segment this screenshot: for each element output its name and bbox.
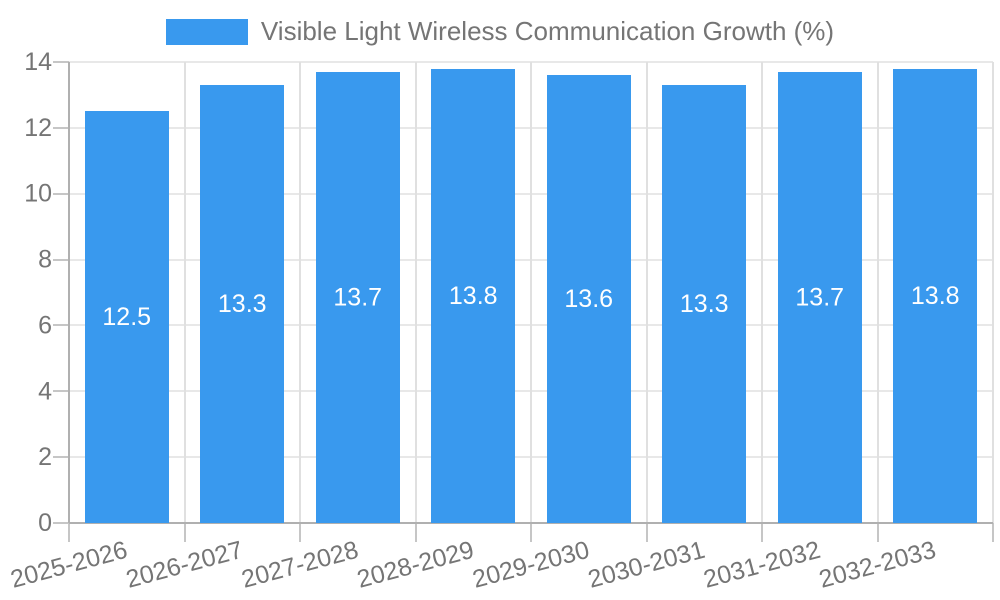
x-gridline xyxy=(530,62,532,523)
bar xyxy=(200,85,284,523)
x-tick xyxy=(530,523,532,542)
x-gridline xyxy=(761,62,763,523)
y-tick-label: 10 xyxy=(24,180,52,208)
x-gridline xyxy=(646,62,648,523)
x-tick xyxy=(68,523,70,542)
bar xyxy=(662,85,746,523)
y-tick-label: 12 xyxy=(24,114,52,142)
x-tick xyxy=(184,523,186,542)
bar xyxy=(547,75,631,523)
y-tick xyxy=(53,127,69,129)
bar xyxy=(893,69,977,523)
bar-value-label: 13.8 xyxy=(911,282,960,310)
bar-value-label: 13.3 xyxy=(218,290,267,318)
y-tick xyxy=(53,456,69,458)
bar xyxy=(316,72,400,523)
y-tick-label: 4 xyxy=(38,377,52,405)
bar xyxy=(778,72,862,523)
x-tick-label: 2028-2029 xyxy=(354,536,477,594)
x-tick xyxy=(299,523,301,542)
bar-value-label: 13.7 xyxy=(333,283,382,311)
x-axis-line xyxy=(69,522,993,524)
bar-value-label: 13.3 xyxy=(680,290,729,318)
y-tick-label: 2 xyxy=(38,443,52,471)
y-tick xyxy=(53,522,69,524)
x-gridline xyxy=(299,62,301,523)
x-gridline xyxy=(415,62,417,523)
y-tick xyxy=(53,324,69,326)
x-tick xyxy=(877,523,879,542)
y-tick xyxy=(53,259,69,261)
y-axis-line xyxy=(68,62,70,523)
bar-value-label: 12.5 xyxy=(102,303,151,331)
legend-swatch xyxy=(165,18,248,45)
bar-value-label: 13.7 xyxy=(795,283,844,311)
y-tick-label: 14 xyxy=(24,48,52,76)
x-tick xyxy=(992,523,994,542)
x-tick xyxy=(761,523,763,542)
y-tick-label: 8 xyxy=(38,246,52,274)
x-tick-label: 2031-2032 xyxy=(701,536,824,594)
y-tick xyxy=(53,390,69,392)
legend-label: Visible Light Wireless Communication Gro… xyxy=(260,16,835,46)
x-gridline xyxy=(877,62,879,523)
x-tick xyxy=(415,523,417,542)
x-tick-label: 2030-2031 xyxy=(585,536,708,594)
bar-value-label: 13.8 xyxy=(449,282,498,310)
x-tick-label: 2027-2028 xyxy=(239,536,362,594)
y-tick-label: 6 xyxy=(38,311,52,339)
x-gridline xyxy=(992,62,994,523)
x-gridline xyxy=(184,62,186,523)
x-tick-label: 2026-2027 xyxy=(123,536,246,594)
x-tick-label: 2032-2033 xyxy=(816,536,939,594)
x-tick xyxy=(646,523,648,542)
y-tick xyxy=(53,193,69,195)
bar-value-label: 13.6 xyxy=(564,285,613,313)
x-tick-label: 2029-2030 xyxy=(470,536,593,594)
y-tick xyxy=(53,61,69,63)
bar xyxy=(431,69,515,523)
bar xyxy=(85,111,169,523)
y-tick-label: 0 xyxy=(38,509,52,537)
chart-legend: Visible Light Wireless Communication Gro… xyxy=(0,16,1000,47)
x-tick-label: 2025-2026 xyxy=(8,536,131,594)
